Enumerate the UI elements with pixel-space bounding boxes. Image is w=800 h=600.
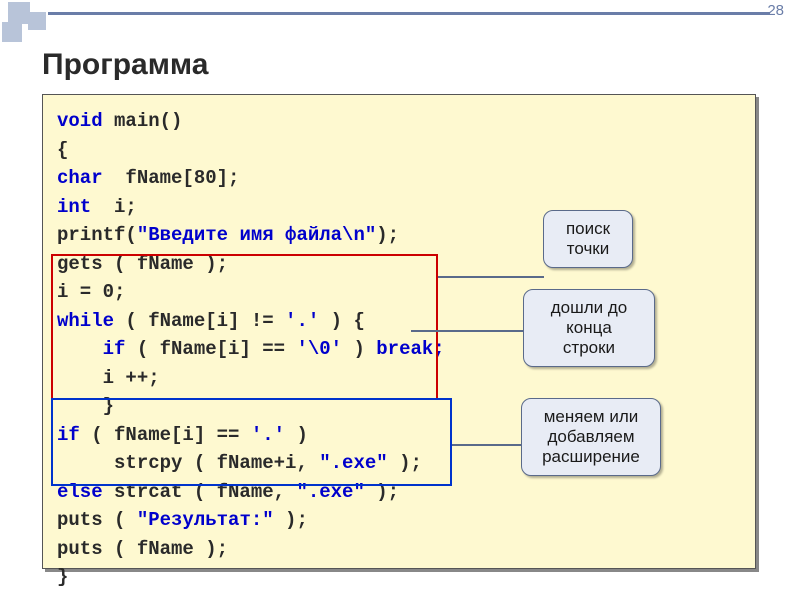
callout-search-dot: поиск точки xyxy=(543,210,633,268)
corner-decoration xyxy=(0,0,50,50)
callout-change-extension: меняем или добавляем расширение xyxy=(521,398,661,476)
callout-pointer xyxy=(452,444,522,446)
callout-end-of-string: дошли до конца строки xyxy=(523,289,655,367)
header-rule xyxy=(48,12,770,15)
page-number: 28 xyxy=(767,2,784,19)
callout-pointer xyxy=(438,276,544,278)
slide-title: Программа xyxy=(42,48,208,82)
callout-pointer xyxy=(411,330,524,332)
header-subject: Функции для работы со строками xyxy=(80,16,313,33)
